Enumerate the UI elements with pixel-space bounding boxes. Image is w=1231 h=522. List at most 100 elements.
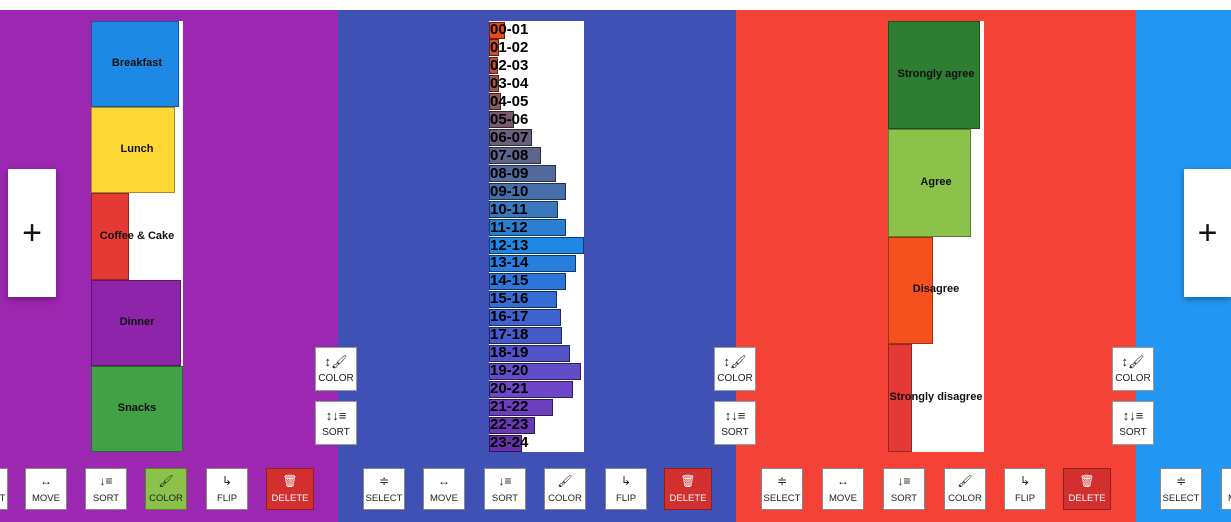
hour-label: 05-06 [490, 110, 529, 128]
hour-bar[interactable] [489, 254, 577, 272]
meal-segment-label: Coffee & Cake [99, 229, 175, 242]
hour-bar[interactable] [489, 219, 566, 237]
hour-bar[interactable] [489, 165, 557, 183]
hour-label: 14-15 [490, 272, 529, 290]
flip-button[interactable]: ↳ FLIP [206, 468, 248, 510]
opinion-segment[interactable] [888, 21, 981, 129]
hour-label: 15-16 [490, 290, 529, 308]
select-label: SELECT [1162, 493, 1200, 504]
sort-icon: ↓≡ [498, 474, 512, 488]
hour-bar[interactable] [489, 272, 566, 290]
hour-bar[interactable] [489, 416, 535, 434]
move-label: MOVE [32, 493, 60, 504]
hour-bar[interactable] [489, 380, 573, 398]
meals-color-button[interactable]: ↕🖌 COLOR [315, 347, 357, 391]
delete-label: DELETE [1068, 493, 1106, 504]
hour-label: 03-04 [490, 74, 529, 92]
hour-bar[interactable] [489, 344, 570, 362]
color-button[interactable]: 🖌 COLOR [944, 468, 986, 510]
meal-segment[interactable] [91, 365, 183, 452]
move-button[interactable]: ↔ MOVE [1221, 468, 1231, 510]
sort-label: SORT [890, 493, 918, 504]
hour-label: 04-05 [490, 92, 529, 110]
color-label: COLOR [548, 493, 582, 504]
opinions-stacked-chart[interactable]: Strongly agree Agree Disagree Strongly disa… [888, 21, 984, 452]
opinion-segment[interactable] [888, 236, 934, 345]
meal-segment[interactable] [91, 107, 175, 194]
move-button[interactable]: ↔ MOVE [423, 468, 465, 510]
hour-label: 13-14 [490, 254, 529, 272]
hour-bar[interactable] [489, 129, 532, 147]
move-button[interactable]: ↔ MOVE [25, 468, 67, 510]
sort-order-icon: ↕↓≡ [724, 408, 746, 423]
color-label: COLOR [948, 493, 982, 504]
select-label: SELECT [0, 493, 6, 504]
move-button[interactable]: ↔ MOVE [822, 468, 864, 510]
hour-label: 00-01 [490, 21, 529, 38]
select-button[interactable]: ≑ SELECT [0, 468, 8, 510]
hour-bar[interactable] [489, 57, 498, 75]
select-button[interactable]: ≑ SELECT [1160, 468, 1202, 510]
select-button[interactable]: ≑ SELECT [363, 468, 405, 510]
flip-label: FLIP [1014, 493, 1036, 504]
flip-button[interactable]: ↳ FLIP [1004, 468, 1046, 510]
trash-icon: 🗑 [282, 474, 298, 488]
hour-bar[interactable] [489, 326, 563, 344]
move-label: MOVE [430, 493, 458, 504]
hour-bar[interactable] [489, 147, 542, 165]
opinion-segment-label: Strongly disagree [889, 391, 983, 404]
select-label: SELECT [763, 493, 801, 504]
hours-histogram-chart[interactable]: 00-01 01-02 02-03 03-04 04-05 05-06 06-07 07-08… [489, 21, 584, 452]
brush-icon: 🖌 [957, 474, 973, 488]
hour-bar[interactable] [489, 362, 582, 380]
meal-segment[interactable] [91, 193, 129, 280]
hour-bar[interactable] [489, 201, 559, 219]
delete-button[interactable]: 🗑 DELETE [1063, 468, 1111, 510]
sort-button[interactable]: ↓≡ SORT [484, 468, 526, 510]
hour-bar[interactable] [489, 237, 584, 254]
color-label: COLOR [1115, 373, 1151, 384]
delete-button[interactable]: 🗑 DELETE [664, 468, 712, 510]
meals-sort-button[interactable]: ↕↓≡ SORT [315, 401, 357, 445]
meal-segment[interactable] [91, 21, 180, 108]
hour-label: 08-09 [490, 164, 529, 182]
sort-label: SORT [92, 493, 120, 504]
opinion-segment[interactable] [888, 344, 912, 452]
opinions-color-button[interactable]: ↕🖌 COLOR [1112, 347, 1154, 391]
hour-bar[interactable] [489, 93, 502, 111]
flip-button[interactable]: ↳ FLIP [605, 468, 647, 510]
color-button[interactable]: 🖌 COLOR [544, 468, 586, 510]
hour-bar[interactable] [489, 39, 500, 57]
meals-stacked-chart[interactable]: Breakfast Lunch Coffee & Cake Dinner Snacks [91, 21, 183, 452]
add-chart-right-button[interactable]: + [1184, 169, 1231, 297]
delete-button[interactable]: 🗑 DELETE [266, 468, 314, 510]
meal-segment[interactable] [91, 279, 182, 366]
flip-arrow-icon: ↳ [221, 474, 233, 488]
sort-button[interactable]: ↓≡ SORT [85, 468, 127, 510]
opinions-sort-button[interactable]: ↕↓≡ SORT [1112, 401, 1154, 445]
sort-button[interactable]: ↓≡ SORT [883, 468, 925, 510]
hour-label: 11-12 [490, 218, 528, 236]
hour-label: 21-22 [490, 398, 529, 416]
color-button[interactable]: 🖌 COLOR [145, 468, 187, 510]
hour-bar[interactable] [489, 21, 506, 39]
hour-bar[interactable] [489, 398, 553, 416]
hour-bar[interactable] [489, 183, 566, 201]
opinion-segment-label: Disagree [912, 283, 960, 296]
hour-label: 20-21 [490, 380, 529, 398]
select-button[interactable]: ≑ SELECT [761, 468, 803, 510]
hour-bar[interactable] [489, 111, 514, 129]
opinion-segment-label: Agree [920, 175, 952, 188]
add-chart-left-button[interactable]: + [8, 169, 56, 297]
hour-bar[interactable] [489, 75, 500, 93]
meal-segment-label: Lunch [120, 143, 154, 156]
hours-color-button[interactable]: ↕🖌 COLOR [714, 347, 756, 391]
hour-bar[interactable] [489, 434, 523, 452]
opinion-segment[interactable] [888, 128, 971, 237]
hour-bar[interactable] [489, 308, 562, 326]
hour-label: 06-07 [490, 128, 529, 146]
hour-label: 02-03 [490, 56, 529, 74]
hours-sort-button[interactable]: ↕↓≡ SORT [714, 401, 756, 445]
hour-label: 12-13 [490, 236, 529, 254]
hour-bar[interactable] [489, 290, 558, 308]
